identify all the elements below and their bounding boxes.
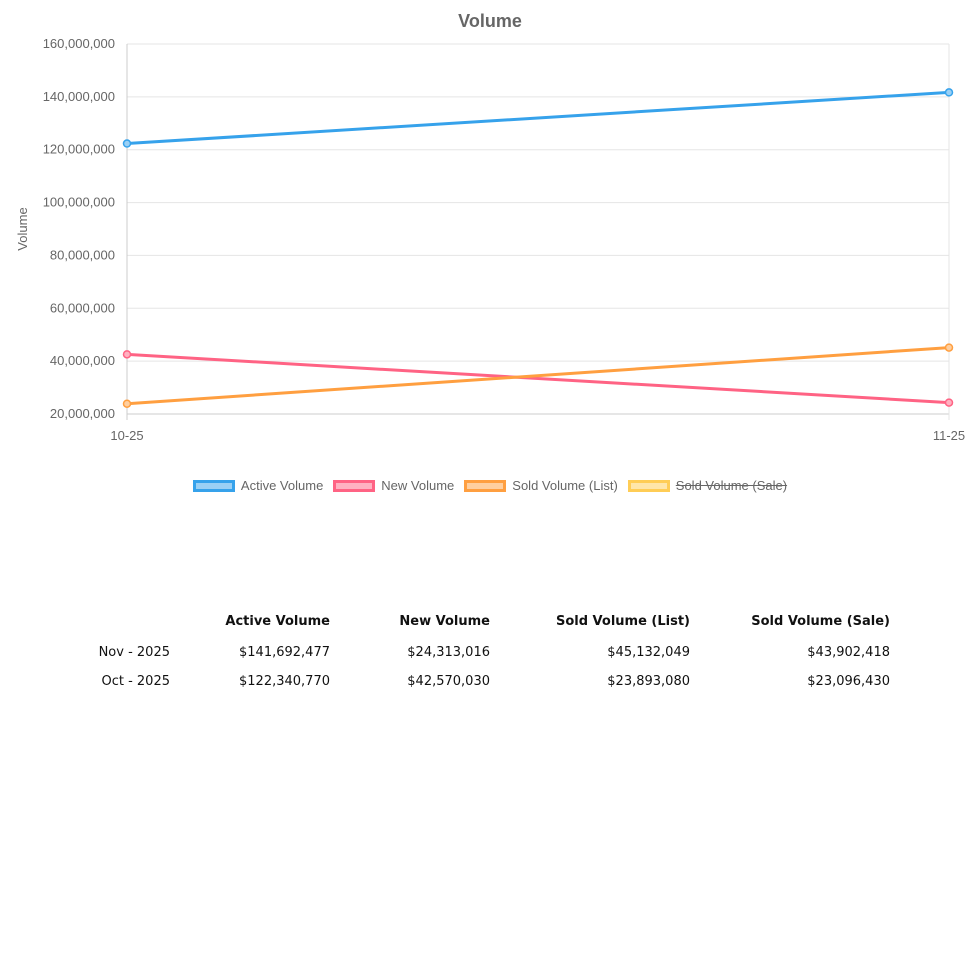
table-row: Oct - 2025 $122,340,770 $42,570,030 $23,… <box>80 668 890 697</box>
y-tick-label: 80,000,000 <box>50 247 115 262</box>
y-tick-label: 40,000,000 <box>50 353 115 368</box>
legend-swatch <box>192 479 235 492</box>
data-point[interactable] <box>944 398 954 407</box>
table-cell-sold-volume-sale: $23,096,430 <box>807 674 890 689</box>
volume-line-chart: Volume Volume 20,000,000 40,000,000 60,000… <box>15 11 965 443</box>
legend-label: New Volume <box>381 478 455 493</box>
y-tick-label: 20,000,000 <box>50 406 115 421</box>
table-cell-new-volume: $42,570,030 <box>407 674 490 689</box>
table-header-period <box>80 608 170 639</box>
y-tick-label: 100,000,000 <box>43 195 115 210</box>
legend-swatch <box>333 479 376 492</box>
table-cell-sold-volume-sale: $43,902,418 <box>807 645 890 660</box>
data-point[interactable] <box>122 399 132 408</box>
y-tick-label: 160,000,000 <box>43 36 115 51</box>
series-line <box>126 352 950 405</box>
table-cell-sold-volume-list: $23,893,080 <box>607 674 690 689</box>
x-tick-label: 10-25 <box>110 428 143 443</box>
table-header-row: Active Volume New Volume Sold Volume (Li… <box>80 608 890 639</box>
table-row: Nov - 2025 $141,692,477 $24,313,016 $45,… <box>80 639 890 668</box>
legend-item[interactable]: Sold Volume (List) <box>464 478 618 493</box>
legend-item[interactable]: New Volume <box>333 478 454 493</box>
y-tick-label: 120,000,000 <box>43 142 115 157</box>
legend-label: Active Volume <box>240 478 324 493</box>
data-point[interactable] <box>944 343 954 352</box>
table-cell-sold-volume-list: $45,132,049 <box>607 645 690 660</box>
y-tick-label: 60,000,000 <box>50 300 115 315</box>
legend-swatch <box>464 479 507 492</box>
x-tick-labels: 10-25 11-25 <box>110 428 965 443</box>
data-point[interactable] <box>122 139 132 148</box>
table-header-sold-volume-sale: Sold Volume (Sale) <box>751 614 890 629</box>
legend-item[interactable]: Sold Volume (Sale) <box>627 478 788 493</box>
y-axis-label: Volume <box>15 207 30 250</box>
table-header-sold-volume-list: Sold Volume (List) <box>555 614 690 629</box>
volume-summary-table: Active Volume New Volume Sold Volume (Li… <box>80 608 890 697</box>
table-cell-new-volume: $24,313,016 <box>407 645 490 660</box>
table-cell-period: Nov - 2025 <box>98 645 170 660</box>
series-line <box>126 90 950 146</box>
data-point[interactable] <box>944 88 954 97</box>
table-header-active-volume: Active Volume <box>225 614 330 629</box>
legend-label: Sold Volume (Sale) <box>675 478 788 493</box>
y-tick-label: 140,000,000 <box>43 89 115 104</box>
legend-item[interactable]: Active Volume <box>192 478 324 493</box>
table-cell-active-volume: $141,692,477 <box>239 645 330 660</box>
y-tick-labels: 20,000,000 40,000,000 60,000,000 80,000,000… <box>43 36 115 421</box>
chart-legend: Active Volume New Volume Sold Volume (List… <box>0 478 980 493</box>
chart-title: Volume <box>458 11 522 31</box>
data-point[interactable] <box>122 350 132 359</box>
legend-label: Sold Volume (List) <box>512 478 618 493</box>
x-tick-label: 11-25 <box>933 428 965 443</box>
series-lines <box>122 88 954 408</box>
table-cell-period: Oct - 2025 <box>101 674 170 689</box>
table-header-new-volume: New Volume <box>399 614 490 629</box>
legend-swatch <box>627 479 670 492</box>
series-line <box>126 346 950 406</box>
table-cell-active-volume: $122,340,770 <box>239 674 330 689</box>
